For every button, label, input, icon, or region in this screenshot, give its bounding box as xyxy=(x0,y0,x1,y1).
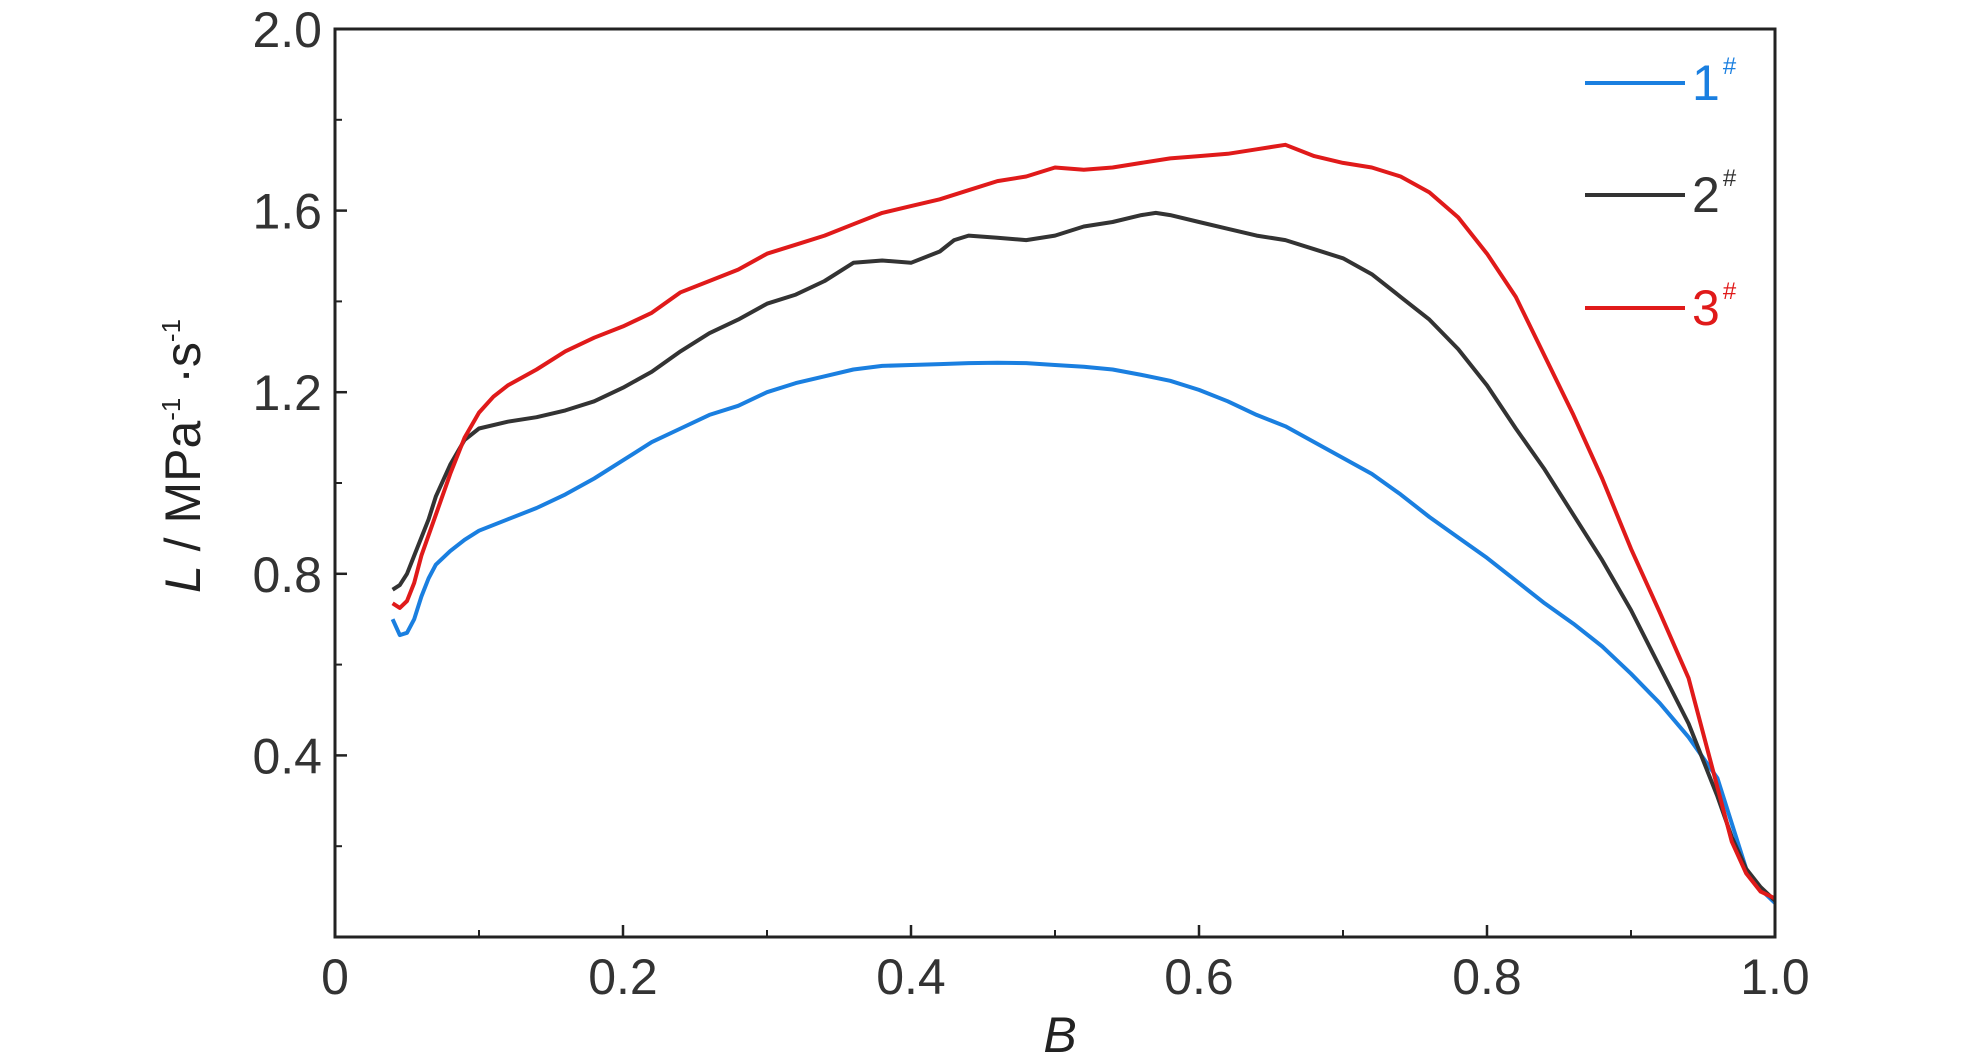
y-axis-sep: / xyxy=(155,524,211,566)
legend-label-1: 1 # xyxy=(1692,53,1737,111)
legend-label-2: 2 # xyxy=(1692,165,1737,223)
y-tick-label: 1.6 xyxy=(252,184,322,240)
y-axis-var: L xyxy=(155,565,211,593)
y-axis-unit1: MPa xyxy=(155,421,211,524)
y-tick-label: 2.0 xyxy=(252,2,322,58)
y-tick-label: 1.2 xyxy=(252,365,322,421)
y-axis-title: L / MPa-1 ·s-1 xyxy=(155,319,211,593)
y-axis-exp1: -1 xyxy=(156,398,186,421)
x-tick-label: 0 xyxy=(321,949,349,1005)
x-axis-title: B xyxy=(1043,1007,1076,1063)
plot-frame xyxy=(333,27,1777,939)
x-tick-label: 0.4 xyxy=(876,949,946,1005)
legend: 1 # 2 # 3 # xyxy=(1585,53,1737,336)
svg-text:L / MPa-1 ·s-1: L / MPa-1 ·s-1 xyxy=(155,319,211,593)
axis-layer: 0 0.2 0.4 0.6 0.8 1.0 0.4 0.8 1.2 1.6 2.0 xyxy=(252,2,1809,1005)
x-tick-label: 1.0 xyxy=(1740,949,1810,1005)
x-tick-label: 0.8 xyxy=(1452,949,1522,1005)
legend-label-3: 3 # xyxy=(1692,278,1737,336)
y-tick-label: 0.8 xyxy=(252,547,322,603)
series-line-1 xyxy=(390,360,1777,905)
series-layer xyxy=(390,142,1777,905)
x-tick-label: 0.6 xyxy=(1164,949,1234,1005)
y-axis-unit2: s xyxy=(155,342,211,367)
series-line-2 xyxy=(391,210,1777,903)
x-tick-label: 0.2 xyxy=(588,949,658,1005)
series-line-3 xyxy=(391,142,1776,901)
y-axis-exp2: -1 xyxy=(156,319,186,342)
y-axis-dot: · xyxy=(155,367,211,398)
y-tick-label: 0.4 xyxy=(252,728,322,784)
